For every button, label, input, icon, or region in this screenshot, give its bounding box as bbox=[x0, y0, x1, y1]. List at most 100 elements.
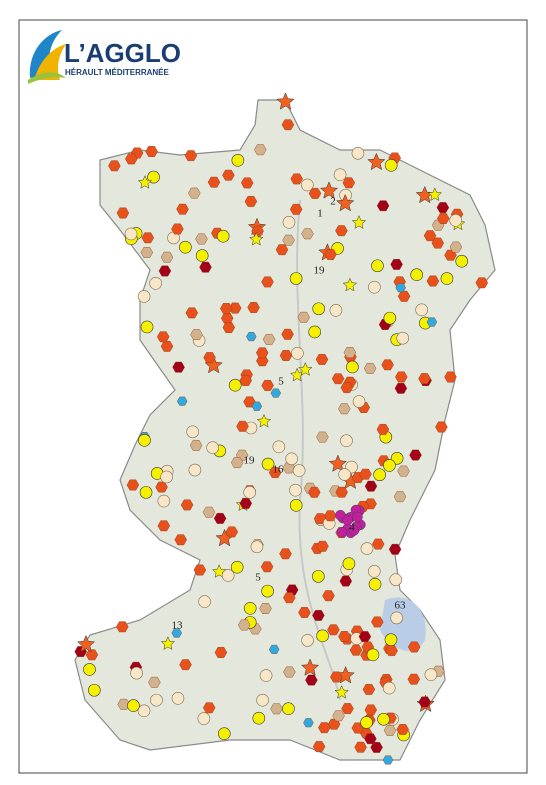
hex-marker bbox=[315, 354, 329, 365]
circle-marker bbox=[188, 463, 202, 477]
hex-marker bbox=[407, 641, 421, 653]
hex-marker bbox=[247, 302, 260, 313]
hex-marker bbox=[270, 703, 283, 715]
circle-marker bbox=[282, 702, 295, 716]
hex-marker bbox=[180, 499, 194, 511]
hex-marker bbox=[409, 449, 422, 461]
hex-marker bbox=[435, 421, 448, 433]
circle-marker bbox=[333, 168, 347, 181]
hex-marker bbox=[222, 322, 236, 333]
circle-marker bbox=[377, 712, 390, 726]
circle-marker bbox=[312, 302, 326, 316]
hex-marker bbox=[125, 153, 138, 165]
hex-marker bbox=[160, 340, 174, 352]
circle-marker bbox=[390, 611, 403, 625]
hex-marker bbox=[381, 359, 394, 371]
circle-marker bbox=[252, 711, 266, 725]
markers bbox=[74, 92, 489, 765]
hex-marker bbox=[171, 628, 182, 638]
circle-marker bbox=[139, 486, 153, 499]
circle-marker bbox=[150, 693, 163, 707]
circle-marker bbox=[368, 280, 381, 294]
hex-marker bbox=[418, 696, 431, 708]
hex-marker bbox=[262, 334, 276, 345]
star-marker bbox=[351, 215, 367, 229]
hex-marker bbox=[426, 275, 440, 287]
circle-marker bbox=[197, 712, 211, 725]
hex-marker bbox=[426, 317, 438, 327]
circle-marker bbox=[228, 378, 242, 392]
circle-marker bbox=[127, 699, 140, 712]
hex-marker bbox=[260, 561, 274, 573]
hex-marker bbox=[214, 647, 228, 658]
hex-marker bbox=[332, 710, 345, 722]
circle-marker bbox=[410, 268, 424, 282]
hex-marker bbox=[301, 228, 314, 240]
circle-marker bbox=[424, 668, 438, 681]
circle-marker bbox=[312, 570, 325, 583]
hex-marker bbox=[376, 200, 390, 212]
hex-marker bbox=[312, 610, 325, 621]
hex-marker bbox=[184, 150, 198, 162]
territory bbox=[74, 99, 496, 761]
circle-marker bbox=[455, 254, 469, 268]
hex-marker bbox=[279, 548, 292, 560]
hex-marker bbox=[362, 684, 376, 695]
circle-marker bbox=[206, 441, 219, 454]
circle-marker bbox=[259, 669, 273, 682]
hex-marker bbox=[230, 457, 244, 468]
hex-marker bbox=[437, 213, 450, 224]
hex-marker bbox=[283, 666, 296, 678]
circle-marker bbox=[250, 540, 264, 554]
hex-marker bbox=[193, 564, 207, 576]
circle-marker bbox=[367, 564, 381, 578]
hex-marker bbox=[335, 486, 348, 498]
circle-marker bbox=[308, 325, 321, 339]
hex-marker bbox=[364, 733, 377, 745]
hex-marker bbox=[261, 380, 274, 391]
circle-marker bbox=[360, 716, 373, 729]
map-label: 19 bbox=[244, 455, 256, 467]
star-marker bbox=[276, 92, 295, 110]
hex-marker bbox=[371, 538, 385, 550]
circle-marker bbox=[389, 573, 403, 586]
circle-marker bbox=[88, 683, 101, 697]
circle-marker bbox=[221, 569, 235, 582]
hex-marker bbox=[179, 659, 192, 671]
logo-subtitle: HÉRAULT MÉDITERRANÉE bbox=[65, 68, 170, 77]
hex-marker bbox=[316, 540, 329, 552]
circle-marker bbox=[384, 633, 398, 646]
hex-marker bbox=[431, 237, 445, 249]
circle-marker bbox=[217, 727, 231, 740]
circle-marker bbox=[138, 434, 151, 447]
hex-marker bbox=[189, 440, 203, 451]
hex-marker bbox=[158, 265, 172, 277]
circle-marker bbox=[373, 468, 386, 482]
hex-marker bbox=[251, 225, 264, 237]
hex-marker bbox=[382, 755, 394, 765]
hex-marker bbox=[338, 631, 351, 642]
circle-marker bbox=[384, 159, 398, 172]
map-label: 5 bbox=[278, 376, 284, 388]
circle-marker bbox=[360, 542, 374, 555]
circle-marker bbox=[368, 577, 382, 591]
hex-marker bbox=[222, 169, 235, 181]
hex-marker bbox=[395, 371, 408, 383]
hex-marker bbox=[349, 644, 363, 656]
circle-marker bbox=[195, 249, 209, 262]
circle-marker bbox=[230, 560, 244, 574]
circle-marker bbox=[216, 229, 230, 243]
circle-marker bbox=[291, 347, 304, 360]
hex-marker bbox=[330, 671, 343, 683]
map-label: 19 bbox=[314, 265, 326, 277]
hex-marker bbox=[396, 724, 409, 735]
star-marker bbox=[160, 636, 176, 651]
hex-marker bbox=[297, 311, 310, 323]
hex-marker bbox=[397, 290, 411, 302]
hex-marker bbox=[364, 480, 378, 492]
hex-marker bbox=[172, 361, 185, 373]
star-marker bbox=[342, 277, 358, 292]
hex-marker bbox=[283, 592, 296, 604]
hex-marker bbox=[140, 247, 154, 258]
